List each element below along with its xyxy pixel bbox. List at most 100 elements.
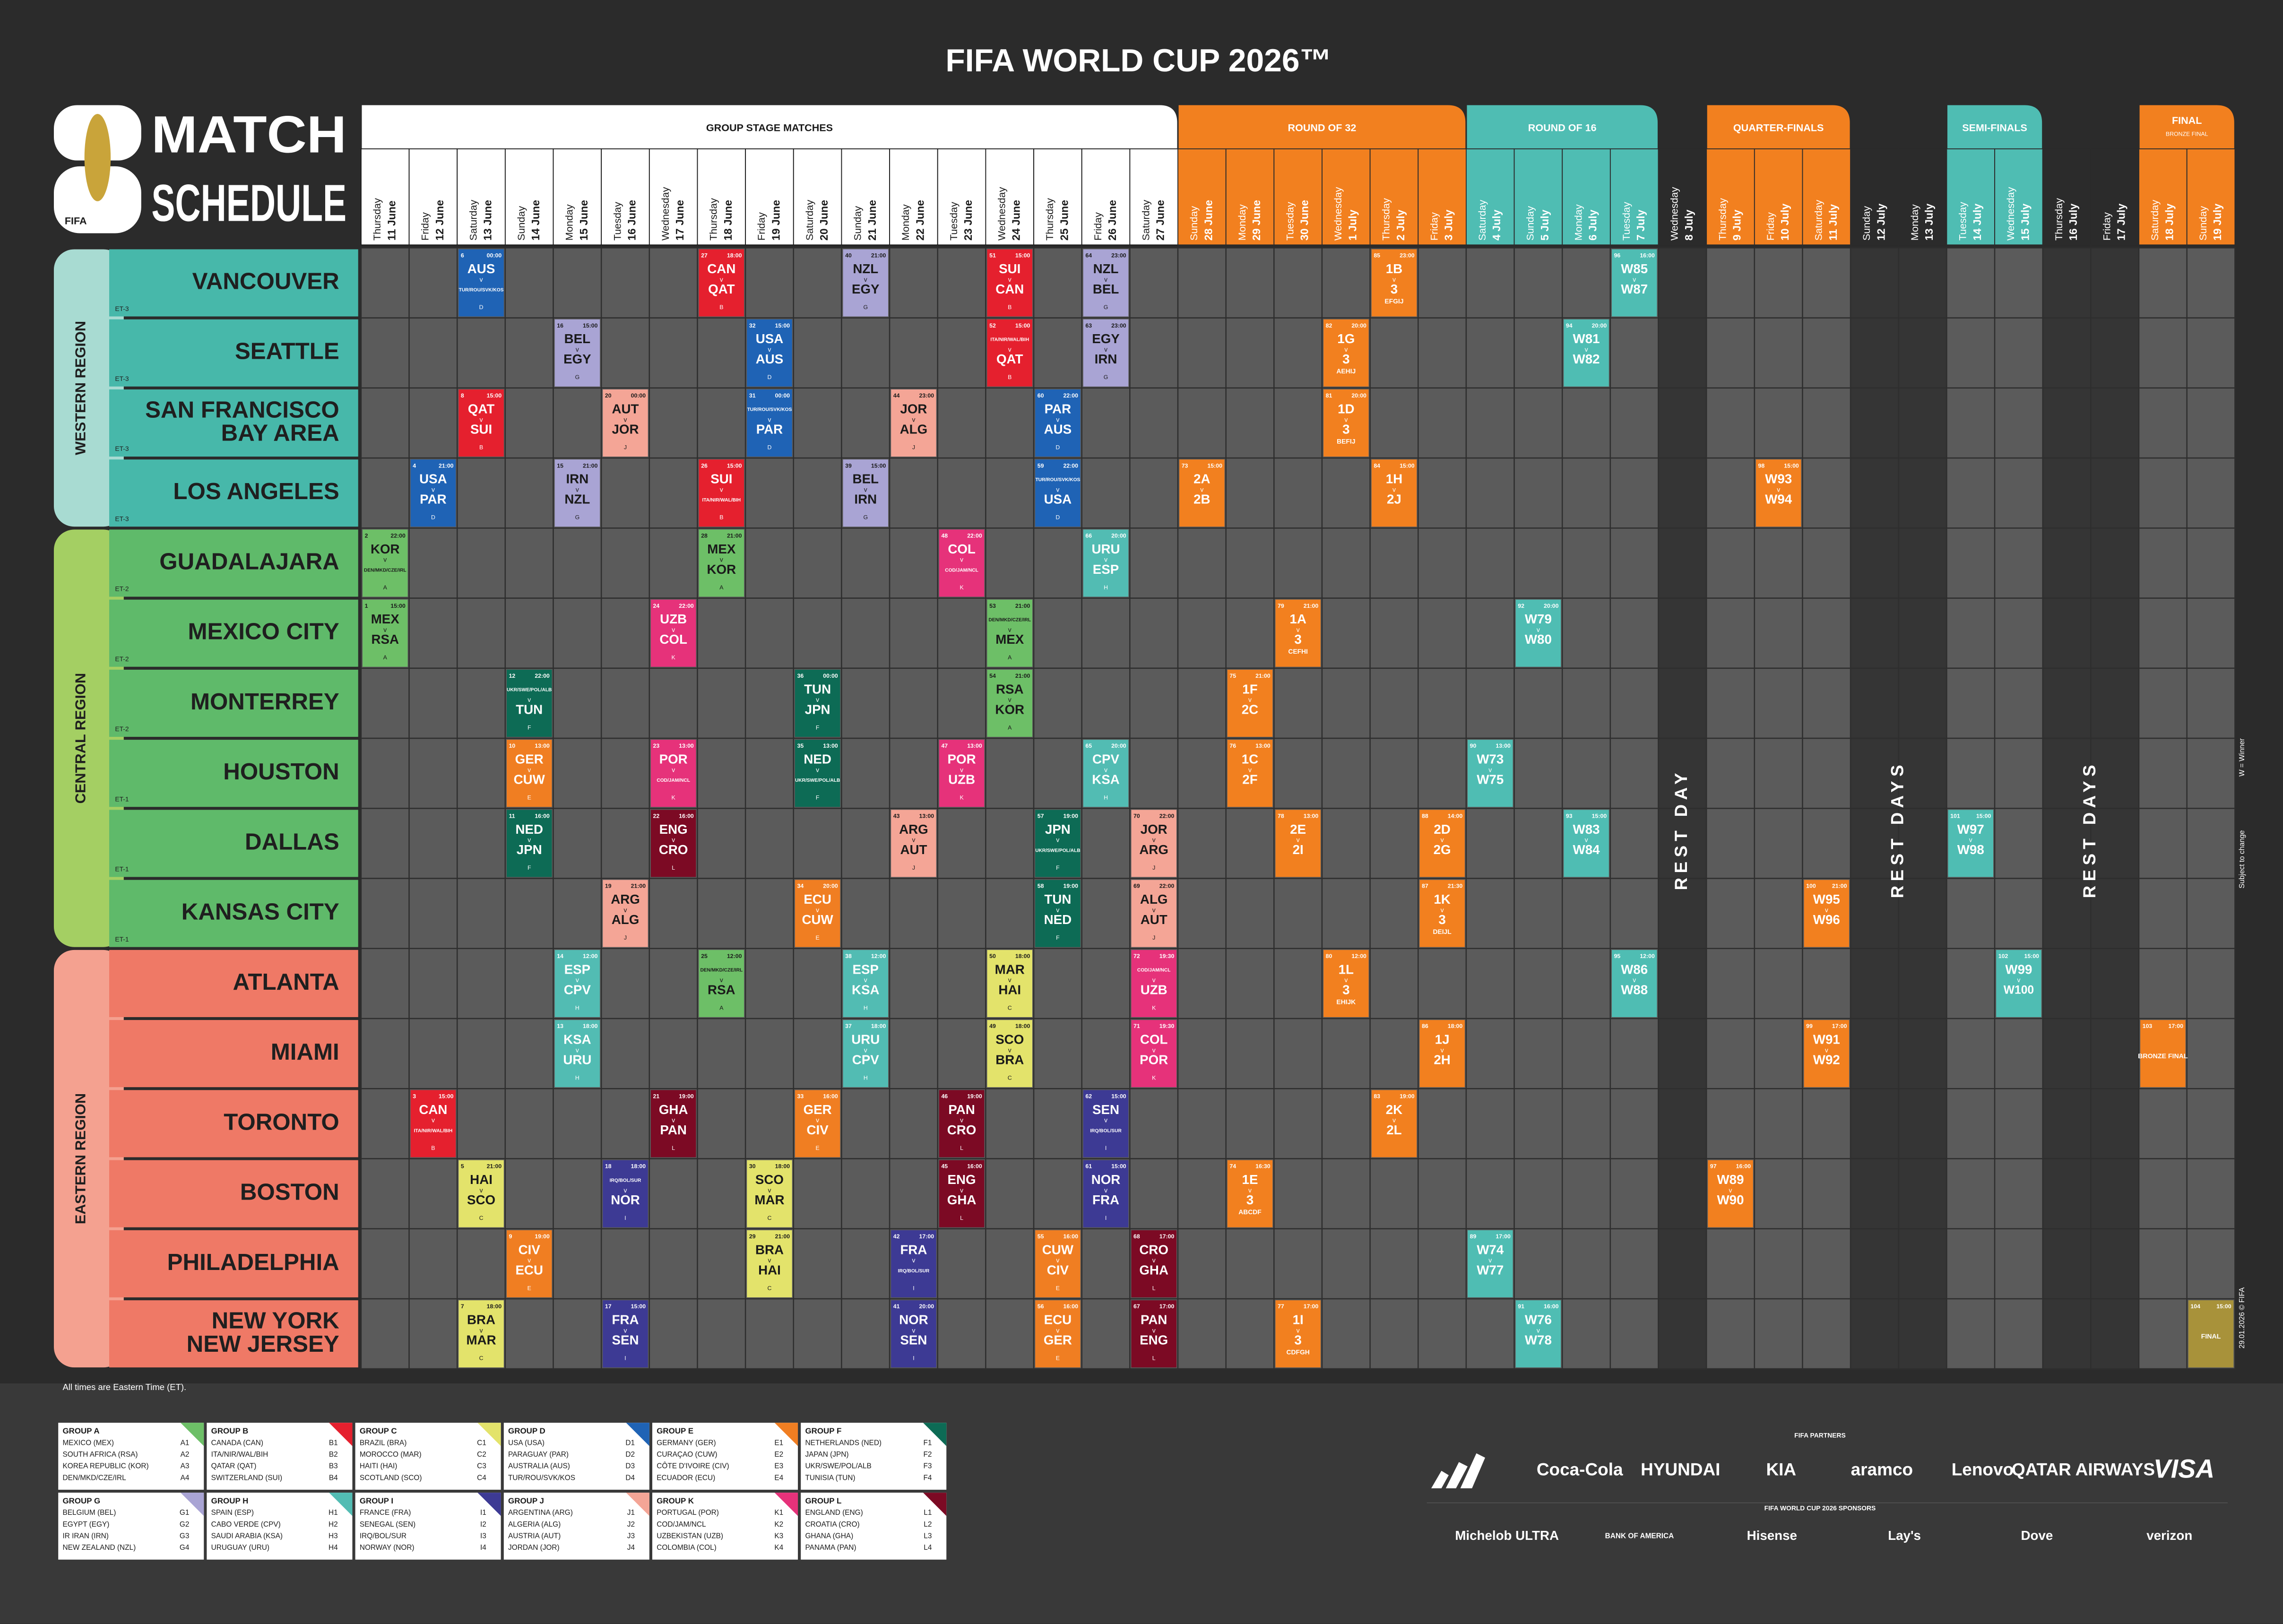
versus: v [480,276,483,283]
group-letter: A [1008,724,1012,731]
grid-cell [1369,317,1419,389]
grid-cell [1369,1158,1419,1229]
date: 22 June [914,200,926,241]
match-number: 45 [941,1163,948,1170]
grid-cell [408,1158,458,1229]
match-box [1083,740,1129,807]
weekday: Wednesday [659,187,671,241]
home-team: PAN [1141,1313,1167,1327]
grid-cell [1705,527,1755,599]
match-number: 104 [2190,1303,2200,1310]
grid-cell [1273,387,1323,459]
group-letter: G [863,304,868,311]
away-team: EGY [852,282,880,296]
match-time: 21:00 [1832,883,1847,890]
match-number: 84 [1374,462,1380,469]
team-code: L1 [924,1509,932,1517]
group-name: GROUP K [657,1496,694,1505]
region-label: EASTERN REGION [72,1093,89,1224]
team-name: TUR/ROU/SVK/KOS [508,1474,575,1482]
match-box [1564,810,1609,877]
match-box [843,1020,889,1088]
grid-cell [1033,247,1082,319]
grid-cell [1081,948,1131,1019]
date-header-cell [985,148,1034,246]
grid-cell [1129,527,1179,599]
grid-cell [697,808,746,879]
home-team: ECU [804,892,831,907]
match-box [891,810,936,877]
grid-cell [985,1088,1035,1159]
stage-title: GROUP STAGE MATCHES [706,121,833,133]
weekday: Sunday [1524,206,1536,241]
away-team: QAT [708,282,735,296]
match-number: 12 [509,673,516,679]
match-time: 15:00 [583,322,598,329]
venue-name: BAY AREA [221,420,339,446]
grid-cell [1177,527,1227,599]
group-letter: L [1152,1355,1156,1362]
grid-cell [1418,667,1467,739]
grid-cell [1802,387,1851,459]
team-code: B3 [329,1462,338,1470]
versus: v [912,1256,915,1264]
versus: v [1200,486,1203,493]
versus: v [1008,626,1012,633]
venue-box [109,459,358,527]
date: 27 June [1154,200,1167,241]
away-team: W84 [1573,842,1600,857]
away-team: UZB [1141,982,1167,997]
team-code: A3 [181,1462,190,1470]
team-code: K3 [774,1532,783,1540]
grid-cell [649,1228,698,1300]
match-time: 23:00 [1111,322,1126,329]
match-time: 16:00 [679,812,694,819]
stage-subtitle: BRONZE FINAL [2166,130,2208,137]
match-time: 12:00 [1640,953,1655,959]
team-name: ECUADOR (ECU) [657,1474,715,1482]
group-letter: J [912,444,915,450]
match-number: 60 [1038,392,1044,399]
grid-cell [889,667,938,739]
match-number: 19 [605,883,612,890]
group-letter: K [672,795,676,801]
grid-cell [1898,1228,1947,1300]
group-card-corner [180,1423,204,1446]
weekday: Thursday [1380,198,1392,241]
match-box [747,319,792,387]
grid-cell [2042,1018,2092,1089]
versus: v [1729,1186,1732,1194]
home-team: 1J [1435,1032,1450,1047]
versus: v [1633,976,1636,984]
team-code: L2 [924,1520,932,1529]
home-team: CRO [1139,1242,1168,1257]
stage-title: ROUND OF 32 [1288,121,1357,133]
grid-cell [2090,948,2140,1019]
team-code: C3 [477,1462,486,1470]
grid-cell [600,457,650,529]
side-note: 29.01.2026 © FIFA [2238,1287,2246,1348]
stripe [1460,1453,1485,1488]
match-label: FINAL [2201,1333,2221,1340]
grid-cell [2042,1228,2092,1300]
date: 11 July [1827,204,1839,241]
match-box [1611,249,1657,317]
away-team: NZL [564,492,590,507]
home-team: KSA [563,1032,591,1047]
date-header-cell [937,148,986,246]
match-number: 34 [797,883,804,890]
grid-cell [1561,1298,1611,1370]
group-letter: G [1104,374,1108,380]
grid-cell [649,1018,698,1089]
